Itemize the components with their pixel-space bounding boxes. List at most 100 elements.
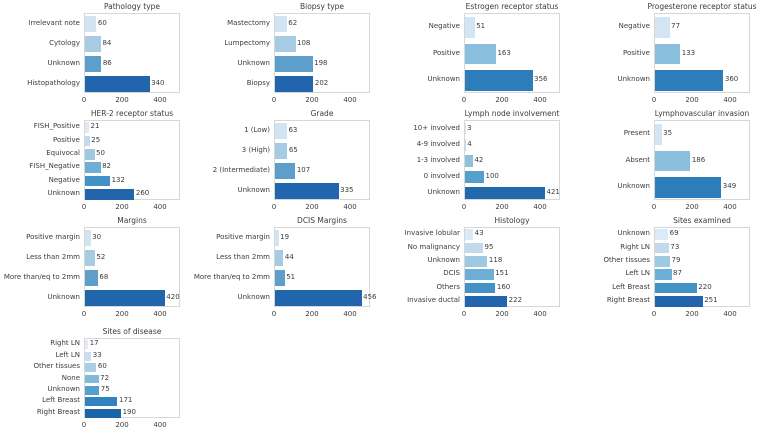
x-tick-label: 0: [271, 310, 277, 318]
chart-title: DCIS Margins: [297, 216, 347, 225]
bar: [465, 186, 545, 200]
value-label: 51: [476, 21, 486, 30]
category-label: Lumpectomy: [224, 38, 270, 47]
bar: [275, 163, 296, 179]
bar: [85, 56, 102, 72]
bar: [465, 70, 533, 92]
value-label: 222: [508, 295, 523, 304]
category-label: Less than 2mm: [26, 252, 80, 261]
value-label: 30: [92, 232, 102, 241]
value-label: 151: [495, 269, 509, 278]
category-label: Mastectomy: [227, 18, 270, 27]
chart-title: Lymphovascular invasion: [654, 109, 750, 118]
category-label: Unknown: [427, 187, 461, 196]
chart-title: Progesterone receptor status: [647, 2, 757, 11]
bar: [275, 143, 288, 159]
category-label: 4-9 involved: [416, 139, 460, 148]
bar: [85, 149, 95, 160]
chart-grade: Grade 1 (Low) 63 3 (High) 65 2 (Intermediate)…: [190, 107, 380, 217]
value-label: 340: [151, 78, 165, 87]
bar: [465, 282, 496, 294]
bar: [465, 256, 488, 267]
x-tick-label: 0: [81, 310, 87, 318]
chart-dcis-margins: DCIS Margins Positive margin 19 Less than 2…: [190, 214, 380, 324]
x-tick-label: 0: [651, 96, 657, 104]
bar: [275, 290, 362, 306]
category-label: Equivocal: [46, 148, 80, 157]
bar: [275, 36, 296, 52]
bar: [275, 183, 339, 199]
value-label: 4: [467, 139, 472, 148]
category-label: 3 (High): [241, 145, 270, 154]
value-label: 190: [122, 407, 136, 416]
value-label: 62: [288, 18, 298, 27]
bar: [85, 270, 98, 286]
category-label: Positive: [433, 48, 460, 57]
value-label: 133: [681, 48, 696, 57]
category-label: Unknown: [427, 75, 461, 84]
value-label: 107: [296, 165, 311, 174]
category-label: Cytology: [49, 38, 80, 47]
value-label: 52: [96, 252, 106, 261]
bar: [85, 122, 89, 133]
chart-sites-of-disease: Sites of disease Right LN 17 Left LN 33 Other…: [0, 325, 190, 435]
bar: [85, 76, 150, 92]
x-tick-label: 200: [115, 310, 129, 318]
bar: [85, 374, 99, 384]
bar: [655, 150, 691, 172]
value-label: 349: [722, 182, 737, 191]
value-label: 160: [496, 282, 511, 291]
category-label: Left Breast: [42, 396, 80, 405]
bar: [275, 76, 314, 92]
x-tick-label: 0: [461, 203, 467, 211]
category-label: Less than 2mm: [216, 252, 270, 261]
x-tick-label: 0: [81, 96, 87, 104]
category-label: Negative: [48, 175, 80, 184]
category-label: No malignancy: [407, 242, 460, 251]
value-label: 251: [704, 295, 718, 304]
bar: [85, 230, 91, 246]
chart-title: Pathology type: [103, 2, 161, 11]
category-label: Positive margin: [26, 232, 80, 241]
x-tick-label: 400: [533, 203, 547, 211]
bar: [85, 135, 90, 147]
bar: [465, 138, 466, 152]
category-label: Left LN: [55, 350, 80, 359]
value-label: 19: [280, 232, 290, 241]
bar: [275, 123, 287, 139]
bar: [85, 36, 101, 52]
category-label: Negative: [428, 21, 460, 30]
category-label: Present: [623, 128, 650, 137]
bar: [85, 189, 135, 200]
chart-title: Histology: [494, 216, 530, 225]
bar: [465, 242, 484, 254]
value-label: 456: [363, 292, 377, 301]
category-label: Positive: [53, 135, 80, 144]
x-tick-label: 200: [495, 310, 509, 318]
bar: [655, 269, 672, 280]
plot-area: [274, 13, 370, 93]
category-label: More than/eq to 2mm: [3, 272, 80, 281]
value-label: 44: [284, 252, 294, 261]
chart-lymph-node-involvement: Lymph node involvement 10+ involved 3 4-9 i…: [380, 107, 570, 217]
value-label: 69: [669, 229, 679, 238]
bar: [655, 177, 722, 199]
category-label: 1 (Low): [244, 125, 270, 134]
chart-title: Biopsy type: [299, 2, 345, 11]
category-label: Unknown: [47, 58, 81, 67]
value-label: 68: [99, 272, 109, 281]
plot-area: [464, 13, 560, 93]
x-tick-label: 400: [153, 421, 167, 429]
value-label: 50: [96, 148, 105, 157]
category-label: Right Breast: [606, 295, 650, 304]
bar: [465, 170, 484, 184]
category-label: Left LN: [625, 269, 650, 278]
value-label: 356: [534, 75, 548, 84]
category-label: Unknown: [47, 292, 81, 301]
bar: [85, 397, 118, 407]
bar: [465, 122, 466, 136]
chart-histology: Histology Invasive lobular 43 No malignancy…: [380, 214, 570, 324]
bar: [275, 250, 284, 266]
value-label: 63: [288, 125, 298, 134]
